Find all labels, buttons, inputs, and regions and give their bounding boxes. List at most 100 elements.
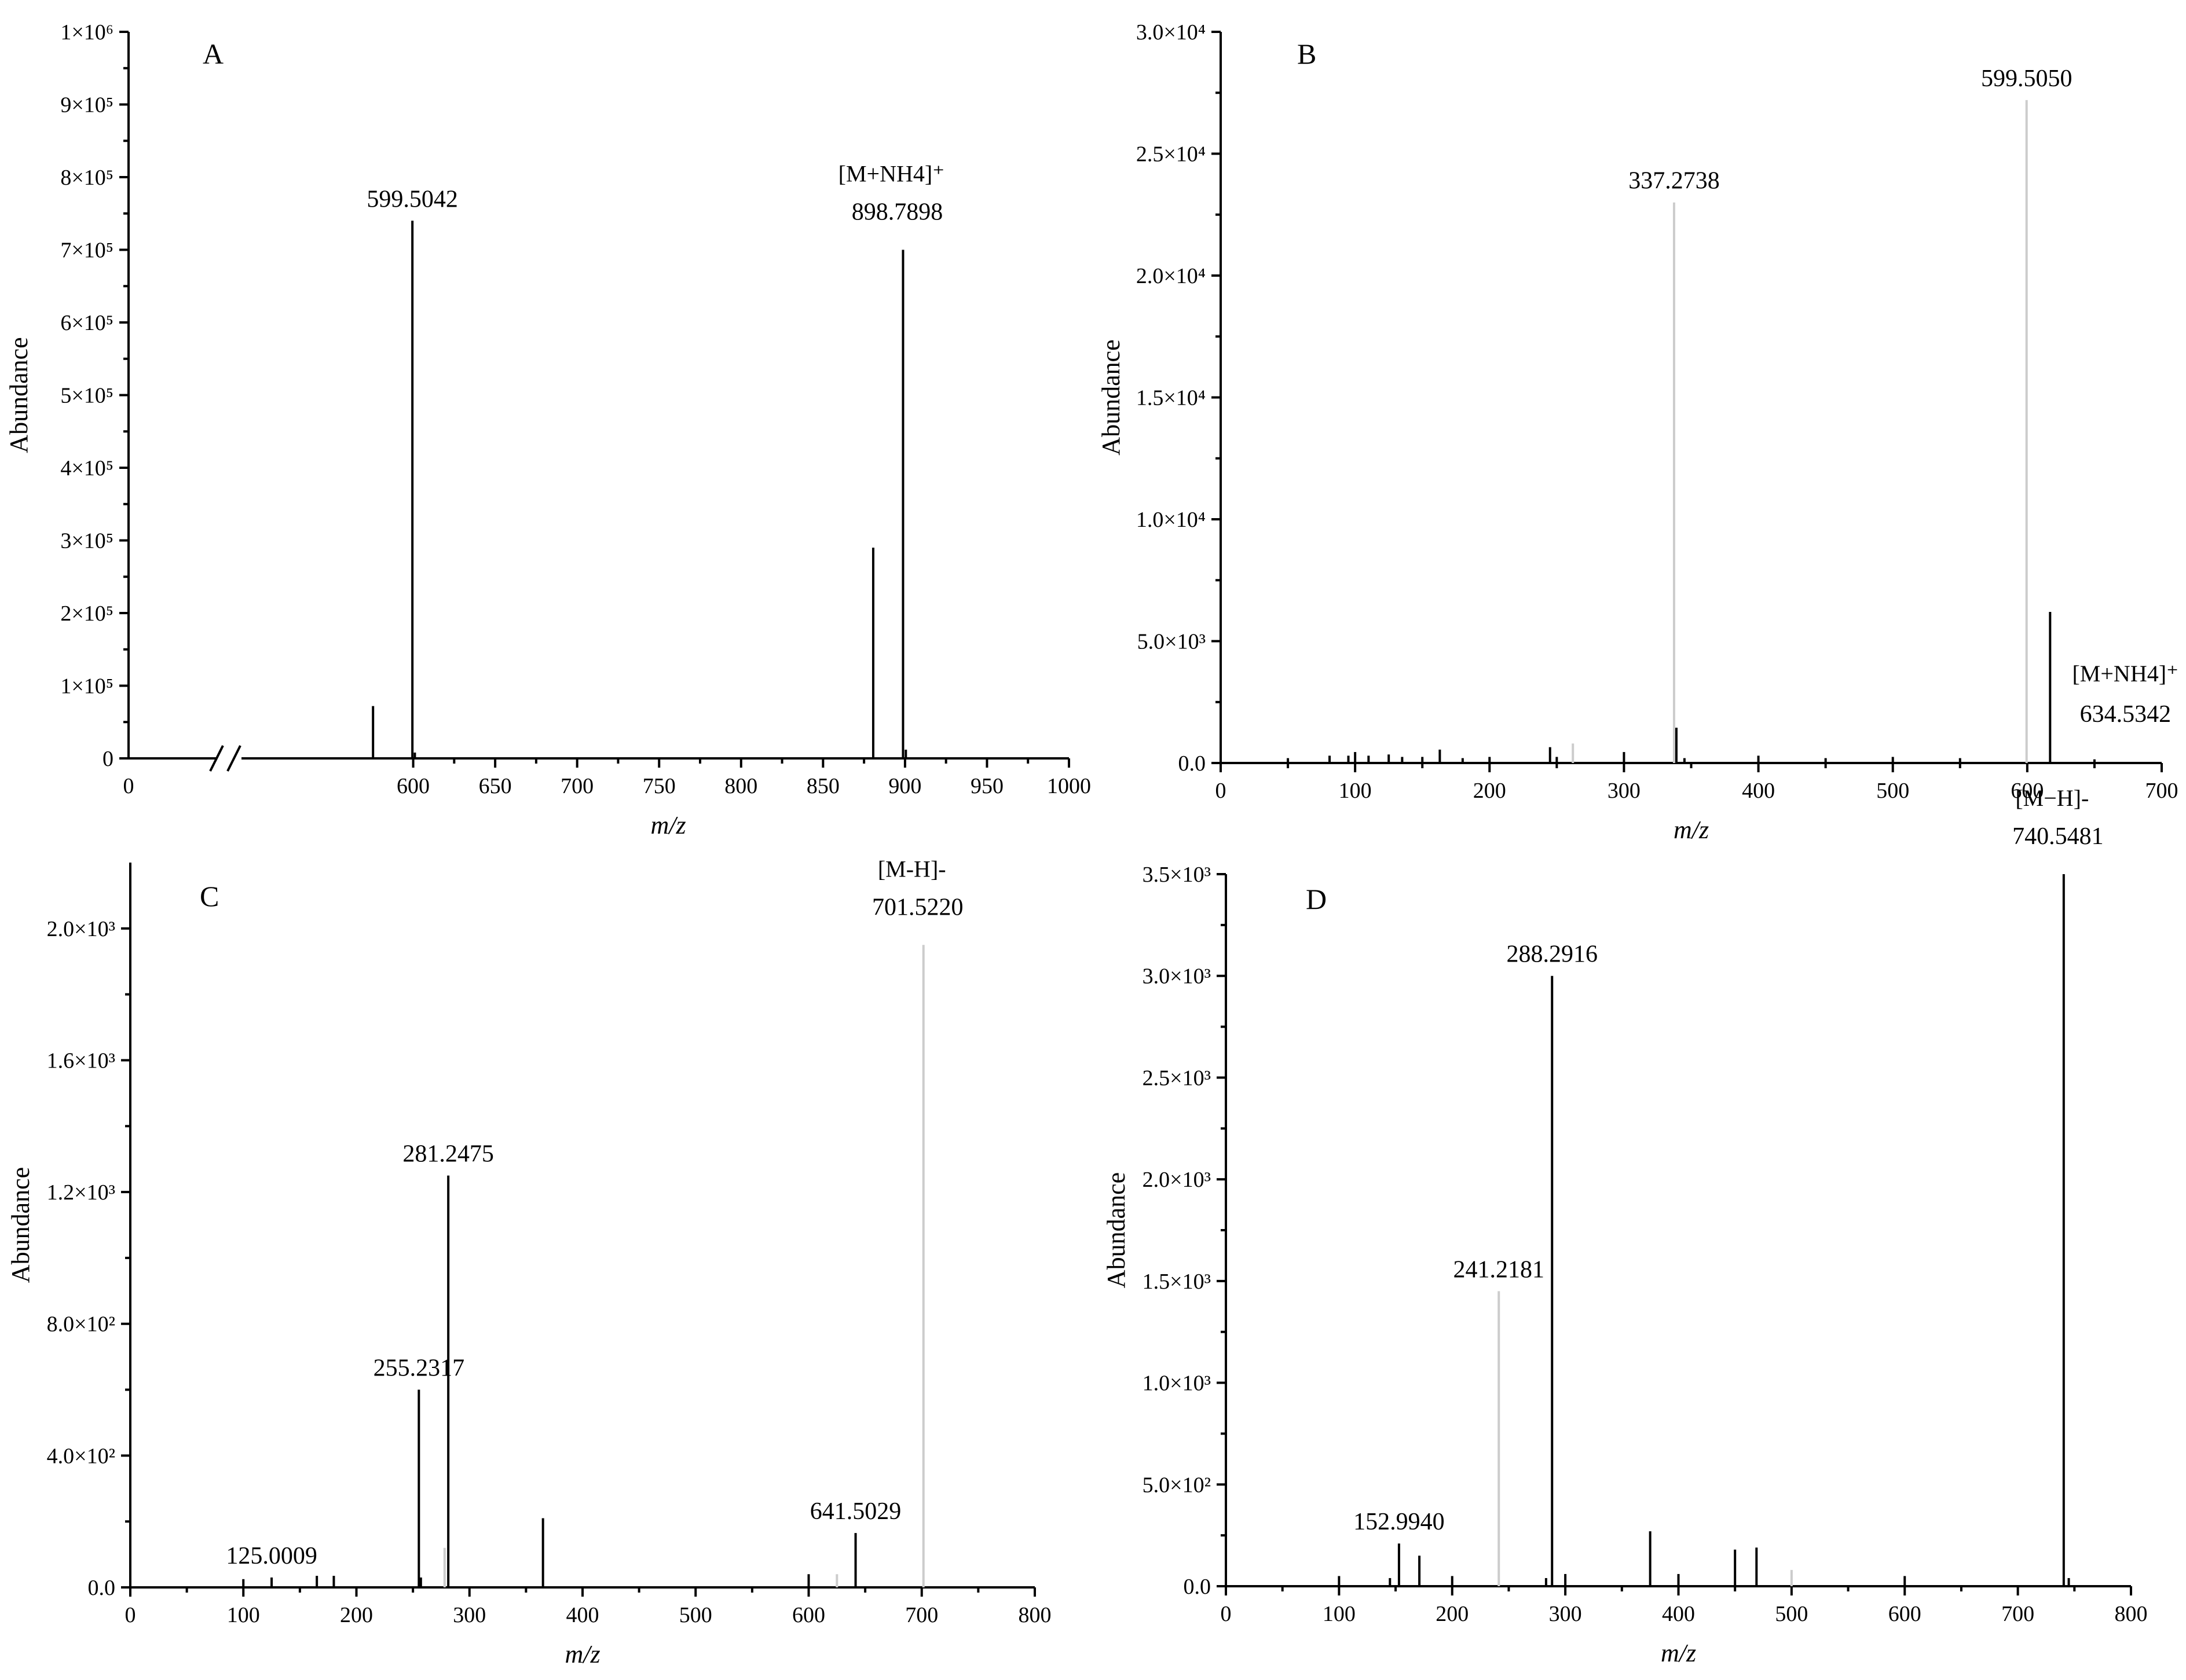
x-tick-label: 750: [643, 774, 676, 798]
peak-label: 599.5042: [367, 186, 458, 212]
x-tick-label: 600: [397, 774, 430, 798]
ion-label: [M−H]-: [2015, 785, 2089, 811]
panel-a: 0 1×10⁵ 2×10⁵ 3×10⁵ 4×10⁵ 5×10⁵ 6×10⁵ 7×10⁵ 8×10…: [5, 20, 1091, 839]
y-tick-label: 2.5×10³: [1143, 1066, 1211, 1090]
y-tick-label: 4×10⁵: [60, 456, 113, 480]
axis-break-mark: [209, 745, 224, 772]
x-tick-label: 200: [1436, 1602, 1469, 1626]
y-tick-label: 1.2×10³: [47, 1180, 115, 1205]
x-tick-label: 950: [971, 774, 1004, 798]
x-tick-label: 700: [2145, 779, 2178, 803]
y-axis-title: Abundance: [1102, 1172, 1130, 1288]
panel-letter: A: [203, 38, 224, 70]
peak-label: 255.2317: [374, 1355, 465, 1382]
y-tick-label: 8×10⁵: [60, 166, 113, 190]
y-tick-label: 2×10⁵: [60, 601, 113, 626]
panel-letter: B: [1297, 38, 1316, 70]
x-tick-label: 700: [2001, 1602, 2034, 1626]
peak-label: 740.5481: [2012, 823, 2104, 850]
x-tick-label: 650: [479, 774, 512, 798]
panel-c: 0.0 4.0×10² 8.0×10² 1.2×10³ 1.6×10³ 2.0×10³ 0 1…: [6, 856, 1052, 1668]
ion-label: [M+NH4]⁺: [838, 161, 945, 187]
y-tick-label: 6×10⁵: [60, 311, 113, 335]
peak-label: 281.2475: [402, 1141, 494, 1168]
x-tick-label: 500: [1775, 1602, 1808, 1626]
y-tick-label: 1×10⁶: [60, 20, 113, 45]
x-tick-label: 0: [1215, 779, 1226, 803]
x-tick-label: 400: [1662, 1602, 1695, 1626]
peak-label: 634.5342: [2080, 701, 2172, 728]
y-tick-label: 5.0×10²: [1143, 1473, 1211, 1497]
y-tick-label: 3×10⁵: [60, 529, 113, 553]
y-tick-label: 0.0: [1184, 1575, 1211, 1599]
x-tick-label: 600: [792, 1603, 825, 1627]
peak-label: 241.2181: [1453, 1256, 1545, 1283]
y-tick-label: 2.0×10³: [47, 917, 115, 941]
y-tick-label: 1.6×10³: [47, 1048, 115, 1073]
y-tick-label: 1.5×10⁴: [1136, 386, 1206, 410]
x-tick-label: 200: [340, 1603, 373, 1627]
x-tick-label: 700: [905, 1603, 938, 1627]
x-tick-label: 500: [679, 1603, 712, 1627]
panel-d: 0.0 5.0×10² 1.0×10³ 1.5×10³ 2.0×10³ 2.5×10³ 3.…: [1102, 785, 2148, 1667]
y-tick-label: 3.0×10⁴: [1136, 20, 1206, 45]
peak-label: 898.7898: [852, 199, 943, 226]
y-axis-title: Abundance: [5, 337, 33, 453]
x-tick-label: 500: [1876, 779, 1909, 803]
peak-label: 337.2738: [1628, 168, 1720, 195]
y-tick-label: 1.0×10⁴: [1136, 508, 1206, 532]
x-tick-label: 0: [1221, 1602, 1232, 1626]
y-tick-label: 4.0×10²: [47, 1444, 115, 1468]
y-tick-label: 1×10⁵: [60, 674, 113, 699]
x-tick-label: 300: [1549, 1602, 1582, 1626]
x-tick-label: 900: [888, 774, 921, 798]
y-tick-label: 7×10⁵: [60, 239, 113, 263]
x-tick-label: 600: [1888, 1602, 1921, 1626]
x-axis-title: m/z: [565, 1640, 600, 1668]
y-tick-label: 5.0×10³: [1137, 630, 1206, 654]
panel-letter: D: [1306, 883, 1327, 915]
x-tick-label: 100: [227, 1603, 260, 1627]
y-axis-title: Abundance: [6, 1167, 35, 1283]
x-axis-title: m/z: [1674, 816, 1709, 844]
y-tick-label: 0.0: [1178, 751, 1206, 776]
y-tick-label: 8.0×10²: [47, 1312, 115, 1337]
y-tick-label: 1.5×10³: [1143, 1270, 1211, 1294]
peak-label: 288.2916: [1506, 941, 1598, 968]
y-tick-label: 3.0×10³: [1143, 964, 1211, 989]
y-axis-title: Abundance: [1097, 339, 1125, 455]
x-tick-label: 850: [807, 774, 840, 798]
x-tick-label: 300: [453, 1603, 486, 1627]
y-tick-label: 0: [102, 747, 113, 771]
peak-label: 152.9940: [1353, 1509, 1445, 1535]
peak-label: 599.5050: [1981, 65, 2073, 92]
x-tick-label: 800: [724, 774, 757, 798]
x-tick-label: 800: [1019, 1603, 1052, 1627]
peak-label: 125.0009: [226, 1543, 317, 1569]
y-tick-label: 9×10⁵: [60, 93, 113, 118]
panel-letter: C: [200, 880, 219, 912]
x-tick-label: 800: [2115, 1602, 2148, 1626]
x-tick-label: 100: [1323, 1602, 1356, 1626]
x-axis-title: m/z: [1661, 1639, 1696, 1667]
axis-break-mark: [226, 745, 241, 772]
x-tick-label: 0: [125, 1603, 136, 1627]
y-tick-label: 3.5×10³: [1143, 863, 1211, 887]
y-tick-label: 2.5×10⁴: [1136, 142, 1206, 167]
x-tick-label: 200: [1473, 779, 1506, 803]
x-tick-label: 600: [2011, 779, 2044, 803]
x-tick-label: 400: [1742, 779, 1775, 803]
y-tick-label: 2.0×10⁴: [1136, 264, 1206, 288]
x-axis-title: m/z: [650, 811, 686, 839]
panel-b: 0.0 5.0×10³ 1.0×10⁴ 1.5×10⁴ 2.0×10⁴ 2.5×10⁴ 3.…: [1097, 20, 2178, 844]
y-tick-label: 5×10⁵: [60, 384, 113, 408]
y-tick-label: 2.0×10³: [1143, 1168, 1211, 1192]
ion-label: [M-H]-: [878, 856, 946, 882]
y-tick-label: 1.0×10³: [1143, 1371, 1211, 1396]
x-tick-label: 300: [1608, 779, 1641, 803]
peak-label: 641.5029: [810, 1498, 902, 1525]
x-tick-label: 1000: [1047, 774, 1091, 798]
x-tick-label: 100: [1339, 779, 1372, 803]
ion-label: [M+NH4]⁺: [2072, 661, 2178, 687]
